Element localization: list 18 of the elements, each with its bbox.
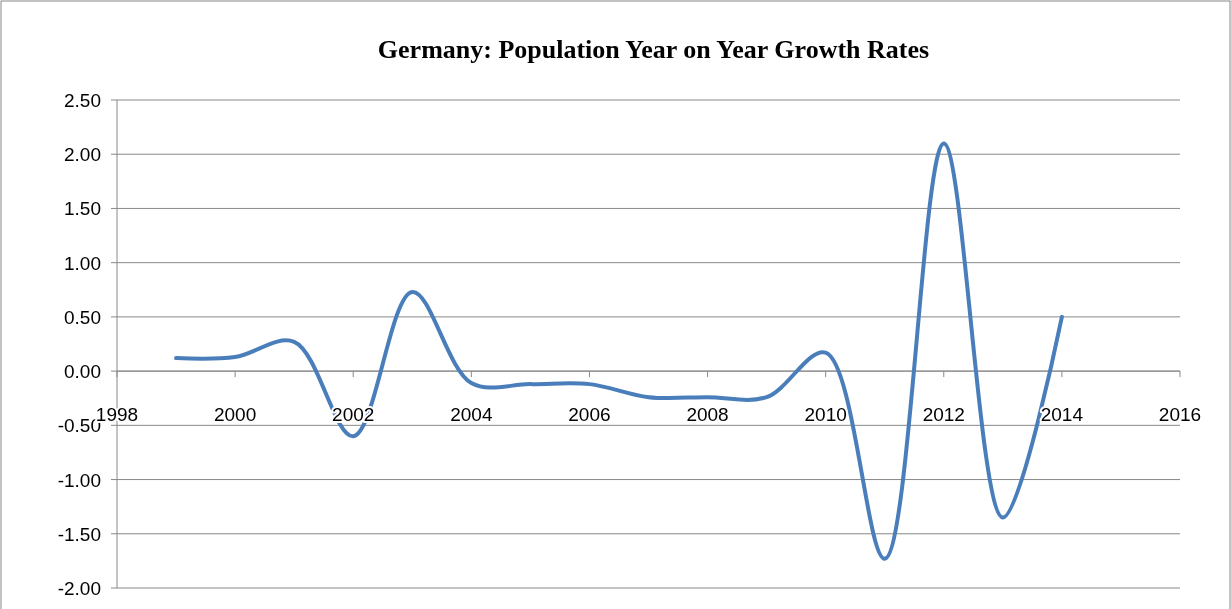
x-tick-label: 2016 [1158, 404, 1202, 426]
x-tick-label: 2004 [450, 404, 493, 426]
chart-title: Germany: Population Year on Year Growth Rates [377, 35, 930, 64]
y-tick-label: 2.00 [64, 144, 101, 166]
y-tick-label: -1.00 [57, 469, 101, 491]
y-tick-label: 1.00 [64, 252, 101, 274]
y-tick-label: 0.50 [64, 306, 101, 328]
y-tick-label: 1.50 [64, 198, 101, 220]
y-tick-label: -2.00 [57, 578, 101, 599]
x-tick-label: 2008 [686, 404, 729, 426]
y-tick-label: 0.00 [64, 361, 101, 383]
x-tick-label: 2010 [804, 404, 847, 426]
y-tick-label: 2.50 [64, 90, 101, 111]
y-tick-label: -1.50 [57, 523, 101, 545]
x-tick-label: 2000 [213, 404, 257, 426]
x-tick-label: 2014 [1040, 404, 1084, 426]
x-tick-label: 2012 [922, 404, 965, 426]
x-tick-label: 2006 [568, 404, 611, 426]
